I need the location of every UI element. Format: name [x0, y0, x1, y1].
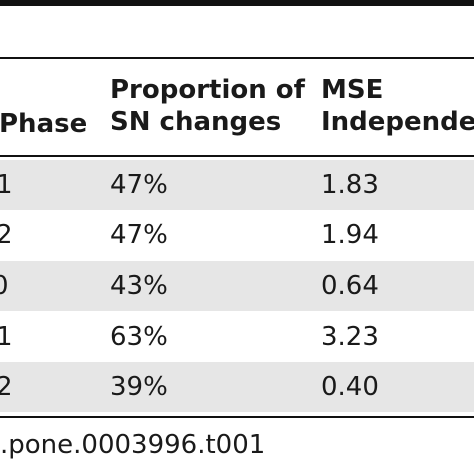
table-row: 0 43% 0.64 [0, 261, 474, 311]
cell-mse: 1.94 [321, 220, 379, 250]
column-header-proportion-line1: Proportion of [110, 75, 305, 105]
cell-mse: 3.23 [321, 322, 379, 352]
column-header-proportion: Proportion of SN changes [110, 74, 305, 138]
header-rule [0, 57, 474, 59]
column-header-phase: Phase [0, 109, 88, 139]
cell-phase: 0 [0, 271, 9, 301]
table-doi-label: .pone.0003996.t001 [0, 430, 266, 460]
column-header-proportion-line2: SN changes [110, 107, 282, 137]
top-rule [0, 0, 474, 6]
cell-phase: 1 [0, 170, 13, 200]
bottom-rule [0, 416, 474, 418]
cell-phase: 1 [0, 322, 13, 352]
cell-proportion: 43% [110, 271, 168, 301]
table-row: 2 39% 0.40 [0, 362, 474, 412]
cell-proportion: 47% [110, 170, 168, 200]
cell-proportion: 39% [110, 372, 168, 402]
cell-mse: 0.64 [321, 271, 379, 301]
table-row: 1 47% 1.83 [0, 160, 474, 210]
column-header-mse-line1: MSE [321, 75, 384, 105]
cell-mse: 1.83 [321, 170, 379, 200]
head-underline [0, 155, 474, 157]
table-row: 2 47% 1.94 [0, 210, 474, 260]
cell-phase: 2 [0, 372, 13, 402]
cell-proportion: 63% [110, 322, 168, 352]
table-row: 1 63% 3.23 [0, 312, 474, 362]
column-header-mse-line2: Independen [321, 107, 474, 137]
cell-phase: 2 [0, 220, 13, 250]
column-header-mse: MSE Independen [321, 74, 474, 138]
cell-mse: 0.40 [321, 372, 379, 402]
cell-proportion: 47% [110, 220, 168, 250]
